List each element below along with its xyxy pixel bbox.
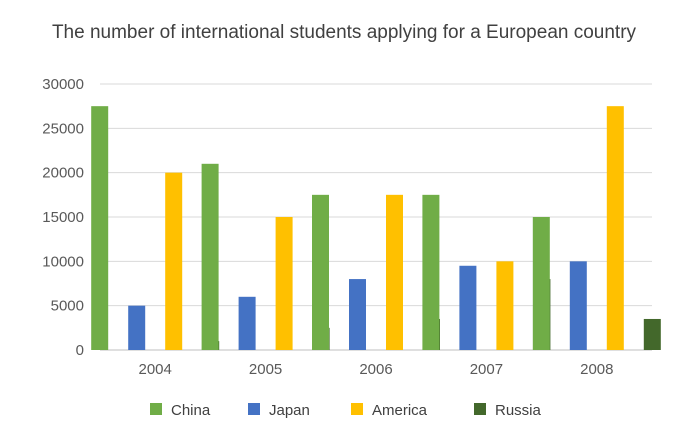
x-tick-label: 2004 [139, 361, 172, 378]
x-axis-ticks: 2004 2005 2006 2007 2008 [139, 361, 614, 378]
bar-america-2004 [165, 172, 183, 350]
bar-russia-2008 [643, 318, 661, 350]
bar-japan-2008 [569, 261, 587, 350]
legend-label-china: China [171, 402, 211, 419]
x-tick-label: 2006 [359, 361, 392, 378]
bar-america-2006 [386, 194, 403, 350]
x-tick-label: 2005 [249, 361, 282, 378]
bar-china-2008 [532, 217, 550, 350]
chart-title: The number of international students app… [52, 22, 637, 43]
bar-china-2007 [422, 194, 440, 350]
legend-swatch-russia [474, 403, 486, 415]
bar-japan-2004 [128, 305, 146, 350]
bar-japan-2006 [349, 279, 366, 350]
y-tick-label: 0 [76, 342, 84, 359]
y-tick-label: 30000 [42, 76, 84, 93]
legend: China Japan America Russia [150, 402, 542, 419]
y-tick-label: 25000 [42, 120, 84, 137]
legend-swatch-america [351, 403, 363, 415]
bars [91, 106, 661, 351]
legend-swatch-japan [248, 403, 260, 415]
bar-china-2005 [201, 163, 219, 350]
x-tick-label: 2007 [470, 361, 503, 378]
y-tick-label: 10000 [42, 253, 84, 270]
gridlines [100, 83, 652, 351]
bar-japan-2007 [459, 265, 477, 350]
legend-label-russia: Russia [495, 402, 542, 419]
y-tick-label: 5000 [51, 298, 84, 315]
bar-china-2004 [91, 106, 109, 351]
bar-america-2005 [275, 217, 293, 350]
y-tick-label: 20000 [42, 165, 84, 182]
legend-label-america: America [372, 402, 428, 419]
x-tick-label: 2008 [580, 361, 613, 378]
y-tick-label: 15000 [42, 209, 84, 226]
bar-japan-2005 [238, 296, 256, 350]
legend-label-japan: Japan [269, 402, 310, 419]
legend-swatch-china [150, 403, 162, 415]
y-axis-ticks: 0 5000 10000 15000 20000 25000 30000 [42, 76, 84, 359]
bar-america-2007 [496, 261, 514, 350]
bar-china-2006 [312, 194, 329, 350]
bar-america-2008 [606, 106, 624, 351]
